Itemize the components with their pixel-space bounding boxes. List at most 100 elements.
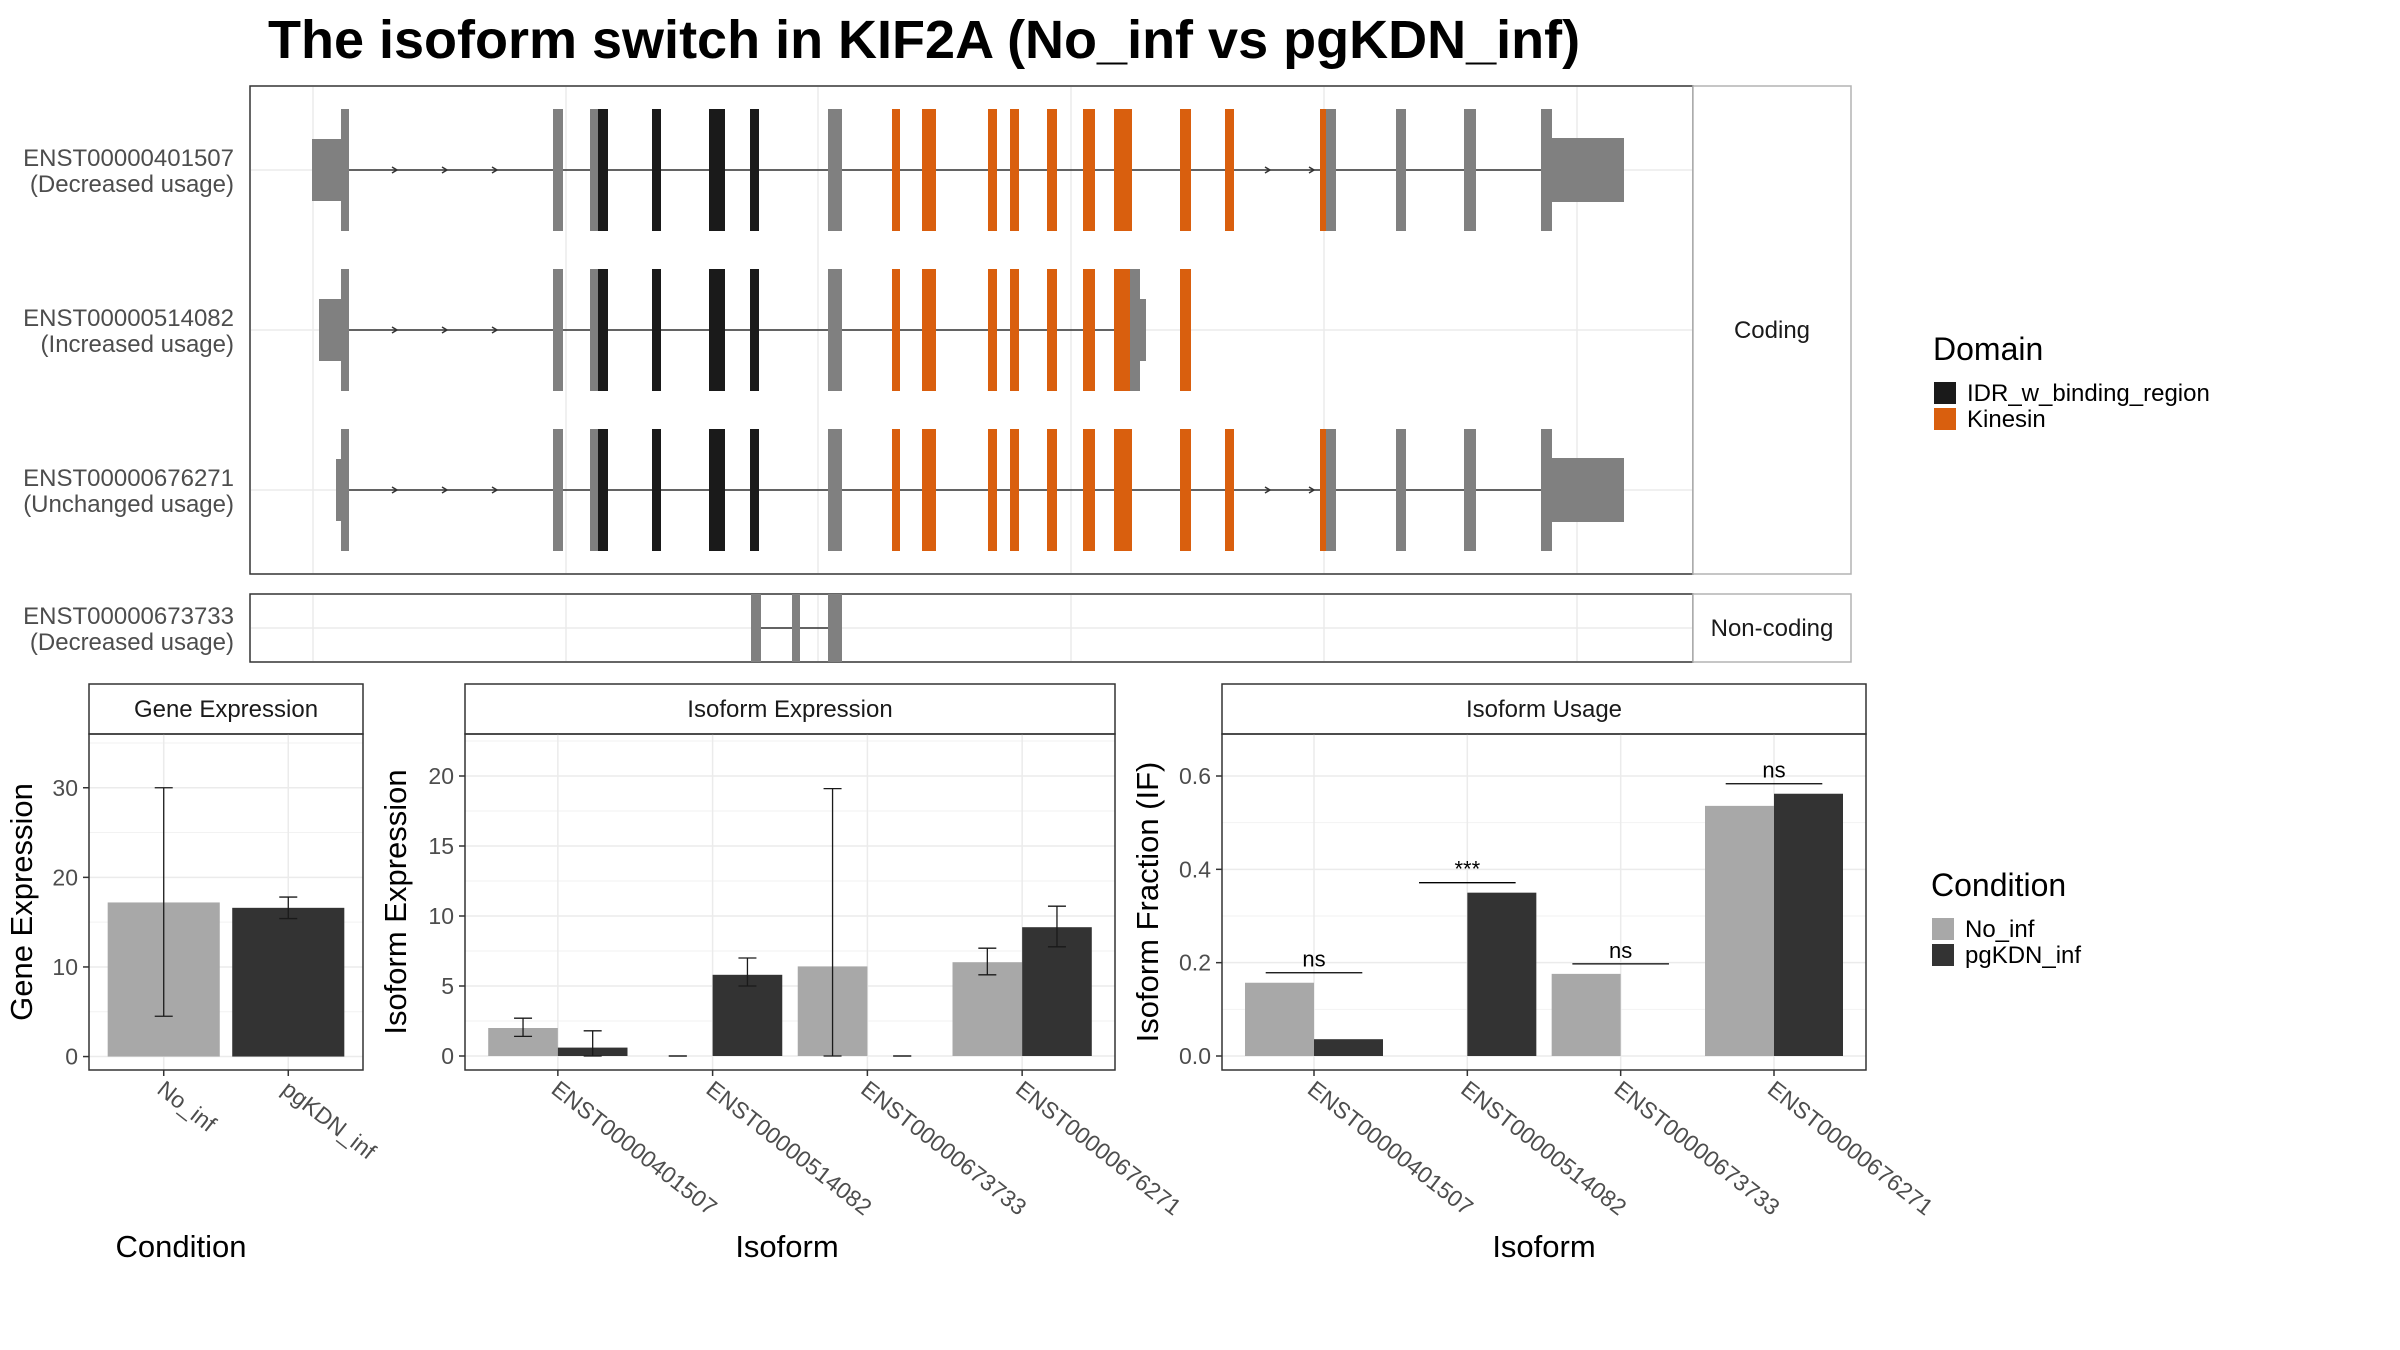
- idr-domain-exon: [598, 269, 608, 391]
- bar: [1774, 793, 1843, 1056]
- kinesin-domain-exon: [892, 269, 900, 391]
- strand-arrow: [391, 486, 399, 494]
- noncoding-exon: [792, 594, 800, 662]
- cds-exon: [553, 429, 563, 551]
- strand-arrow: [491, 166, 499, 174]
- idr-domain-exon: [709, 109, 725, 231]
- cds-exon: [341, 429, 349, 551]
- cds-exon: [341, 269, 349, 391]
- transcript-usage-label: (Decreased usage): [30, 171, 234, 198]
- significance-label: ns: [1609, 938, 1632, 963]
- y-axis-title: Isoform Fraction (IF): [1130, 762, 1165, 1043]
- kinesin-domain-exon: [1047, 109, 1057, 231]
- transcript-id-label: ENST00000676271: [23, 465, 234, 492]
- x-axis-title: Isoform: [1492, 1229, 1595, 1264]
- condition-legend-label: No_inf: [1965, 916, 2035, 943]
- kinesin-domain-exon: [922, 269, 936, 391]
- kinesin-domain-exon: [1047, 429, 1057, 551]
- kinesin-domain-exon: [1320, 429, 1326, 551]
- panel-strip: [464, 683, 1116, 735]
- utr-exon: [1548, 138, 1624, 202]
- transcript-usage-label: (Unchanged usage): [23, 491, 234, 518]
- cds-exon: [828, 109, 842, 231]
- panel-strip: [88, 683, 364, 735]
- panel-frame: [88, 733, 364, 1071]
- transcript-id-label: ENST00000401507: [23, 145, 234, 172]
- idr-domain-exon: [709, 429, 725, 551]
- y-tick-label: 0.6: [1179, 763, 1211, 789]
- domain-legend-label: IDR_w_binding_region: [1967, 380, 2210, 407]
- y-tick-label: 15: [428, 833, 454, 859]
- y-tick-label: 0: [65, 1044, 78, 1070]
- panel-title: Isoform Expression: [687, 696, 892, 723]
- facet-label-coding: Coding: [1734, 317, 1810, 344]
- cds-exon: [1326, 429, 1336, 551]
- kinesin-domain-exon: [1010, 269, 1019, 391]
- bar: [1551, 973, 1621, 1056]
- isoform-usage-chart: Isoform Usage ns *** ns ns 0.0 0.2 0.4 0.6 ENST00…: [1130, 683, 1938, 1264]
- bar: [1245, 982, 1314, 1056]
- condition-legend-key: [1932, 918, 1954, 940]
- x-tick-label: No_inf: [153, 1075, 222, 1137]
- condition-legend-label: pgKDN_inf: [1965, 942, 2081, 969]
- noncoding-exon: [828, 594, 842, 662]
- y-tick-label: 5: [441, 973, 454, 999]
- idr-domain-exon: [598, 109, 608, 231]
- kinesin-domain-exon: [1083, 269, 1095, 391]
- bar: [1314, 1039, 1383, 1056]
- idr-domain-exon: [709, 269, 725, 391]
- significance-label: ns: [1302, 947, 1325, 972]
- y-tick-label: 10: [428, 903, 454, 929]
- x-tick-label: ENST00000676271: [1763, 1075, 1938, 1220]
- domain-legend-title: Domain: [1933, 331, 2043, 367]
- cds-exon: [553, 109, 563, 231]
- kinesin-domain-exon: [922, 109, 936, 231]
- kinesin-domain-exon: [988, 269, 997, 391]
- utr-exon: [1130, 269, 1140, 391]
- idr-domain-exon: [652, 429, 661, 551]
- kinesin-domain-exon: [1047, 269, 1057, 391]
- idr-domain-exon: [750, 109, 759, 231]
- strand-arrow: [391, 326, 399, 334]
- y-axis-title: Isoform Expression: [378, 769, 413, 1034]
- x-tick-label: ENST00000673733: [1610, 1075, 1785, 1220]
- strand-arrow: [1308, 486, 1316, 494]
- idr-domain-exon: [598, 429, 608, 551]
- kinesin-domain-exon: [892, 109, 900, 231]
- bar: [712, 974, 783, 1056]
- y-tick-label: 0.2: [1179, 950, 1211, 976]
- kinesin-domain-exon: [1083, 109, 1095, 231]
- facet-strip: [1692, 85, 1852, 575]
- strand-arrow: [1264, 486, 1272, 494]
- kinesin-domain-exon: [922, 429, 936, 551]
- x-tick-label: ENST00000401507: [547, 1075, 722, 1220]
- x-axis-title: Condition: [116, 1229, 247, 1264]
- kinesin-domain-exon: [1114, 109, 1132, 231]
- bar: [952, 962, 1023, 1056]
- strand-arrow: [1308, 166, 1316, 174]
- bar: [232, 907, 345, 1057]
- x-tick-label: ENST00000676271: [1011, 1075, 1186, 1220]
- transcript-structure-panel: CodingNon-codingENST00000401507(Decrease…: [23, 85, 1852, 663]
- cds-exon: [1396, 429, 1406, 551]
- bar: [1467, 892, 1537, 1056]
- kinesin-domain-exon: [1114, 429, 1132, 551]
- strand-arrow: [491, 326, 499, 334]
- cds-exon: [1396, 109, 1406, 231]
- y-tick-label: 0: [441, 1043, 454, 1069]
- idr-domain-exon: [652, 109, 661, 231]
- gene-expression-chart: Gene Expression 0 10 20 30 No_inf pgKDN_inf Con…: [4, 683, 381, 1264]
- kinesin-domain-exon: [1083, 429, 1095, 551]
- transcript-usage-label: (Increased usage): [41, 331, 234, 358]
- cds-exon: [341, 109, 349, 231]
- condition-legend-key: [1932, 944, 1954, 966]
- transcript-id-label: ENST00000673733: [23, 603, 234, 630]
- y-tick-label: 30: [52, 775, 78, 801]
- cds-exon: [1326, 109, 1336, 231]
- strand-arrow: [441, 166, 449, 174]
- strand-arrow: [441, 326, 449, 334]
- idr-domain-exon: [652, 269, 661, 391]
- cds-exon: [553, 269, 563, 391]
- facet-strip: [1692, 593, 1852, 663]
